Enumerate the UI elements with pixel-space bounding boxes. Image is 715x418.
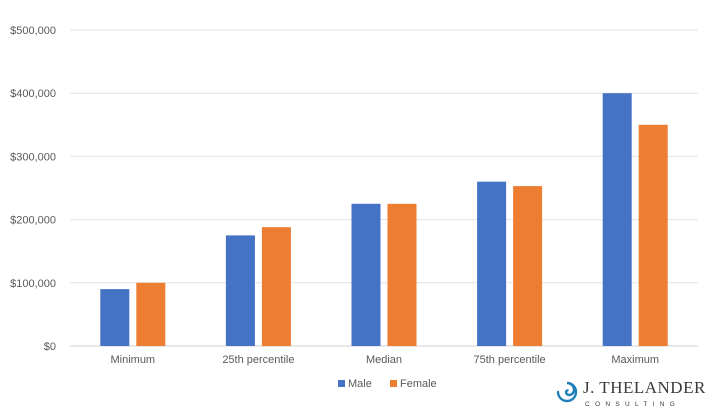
company-logo: J. THELANDER CONSULTING bbox=[556, 378, 706, 408]
legend-swatch-female bbox=[390, 380, 397, 387]
legend-label-female: Female bbox=[400, 378, 437, 390]
logo-swirl-icon bbox=[556, 381, 578, 403]
bar-male bbox=[351, 203, 381, 346]
bar-male bbox=[225, 235, 255, 346]
x-tick-label: 75th percentile bbox=[474, 354, 546, 366]
bar-male bbox=[100, 289, 130, 346]
bar-female bbox=[513, 186, 543, 346]
y-tick-label: $0 bbox=[44, 341, 56, 353]
y-tick-label: $300,000 bbox=[10, 151, 56, 163]
x-axis-ticks: Minimum 25th percentile Median 75th percent… bbox=[110, 354, 659, 366]
gridlines bbox=[70, 29, 698, 347]
y-tick-label: $100,000 bbox=[10, 278, 56, 290]
bar-female bbox=[261, 227, 291, 346]
legend-label-male: Male bbox=[348, 378, 372, 390]
y-tick-label: $200,000 bbox=[10, 215, 56, 227]
legend: Male Female bbox=[338, 378, 437, 390]
legend-swatch-male bbox=[338, 380, 345, 387]
y-axis-ticks: $0 $100,000 $200,000 $300,000 $400,000 $500,0… bbox=[10, 25, 56, 353]
bar-male bbox=[602, 93, 632, 346]
x-tick-label: Median bbox=[366, 354, 402, 366]
bars bbox=[100, 93, 668, 346]
bar-male bbox=[477, 181, 507, 346]
y-tick-label: $400,000 bbox=[10, 88, 56, 100]
bar-female bbox=[638, 124, 668, 346]
logo-subtitle: CONSULTING bbox=[585, 401, 680, 408]
x-tick-label: Maximum bbox=[611, 354, 659, 366]
bar-female bbox=[387, 203, 417, 346]
bar-female bbox=[136, 282, 166, 346]
x-tick-label: 25th percentile bbox=[222, 354, 294, 366]
x-tick-label: Minimum bbox=[110, 354, 155, 366]
y-tick-label: $500,000 bbox=[10, 25, 56, 37]
logo-name: J. THELANDER bbox=[583, 378, 706, 397]
